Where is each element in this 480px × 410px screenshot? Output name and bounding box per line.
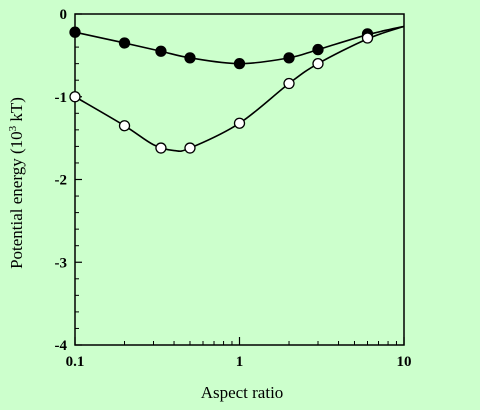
data-point-open [155, 142, 167, 154]
data-point-open [361, 32, 374, 44]
data-point-filled [312, 43, 324, 56]
data-point-open [184, 142, 196, 154]
data-point-filled [184, 52, 196, 64]
data-point-filled [233, 58, 246, 70]
y-tick-label: -2 [55, 173, 68, 189]
x-tick-label: 10 [397, 354, 412, 370]
data-point-filled [283, 52, 295, 64]
data-point-filled [118, 37, 131, 49]
x-tick-label: 0.1 [66, 354, 85, 370]
x-tick-label: 1 [236, 354, 244, 370]
y-tick-label: -4 [55, 338, 68, 354]
y-axis-title-superscript: 3 [7, 125, 19, 131]
y-tick-label: 0 [60, 7, 68, 23]
y-tick-label: -3 [55, 255, 68, 271]
x-axis-title: Aspect ratio [201, 383, 284, 402]
data-point-open [312, 58, 324, 70]
y-axis-title-main: Potential energy (10 [7, 131, 26, 269]
y-axis-title-tail: kT) [7, 97, 26, 126]
data-point-filled [155, 45, 167, 57]
data-point-open [118, 120, 131, 132]
series-open-curve [74, 25, 405, 153]
plot-area: 0 -1 -2 -3 -40.1 1 10 [55, 7, 412, 370]
data-point-open [233, 117, 246, 129]
y-tick-label: -1 [55, 90, 68, 106]
data-point-open [69, 91, 81, 103]
data-point-filled [69, 26, 81, 38]
data-point-open [283, 77, 295, 90]
y-axis-title: Potential energy (103 kT) [7, 97, 26, 269]
